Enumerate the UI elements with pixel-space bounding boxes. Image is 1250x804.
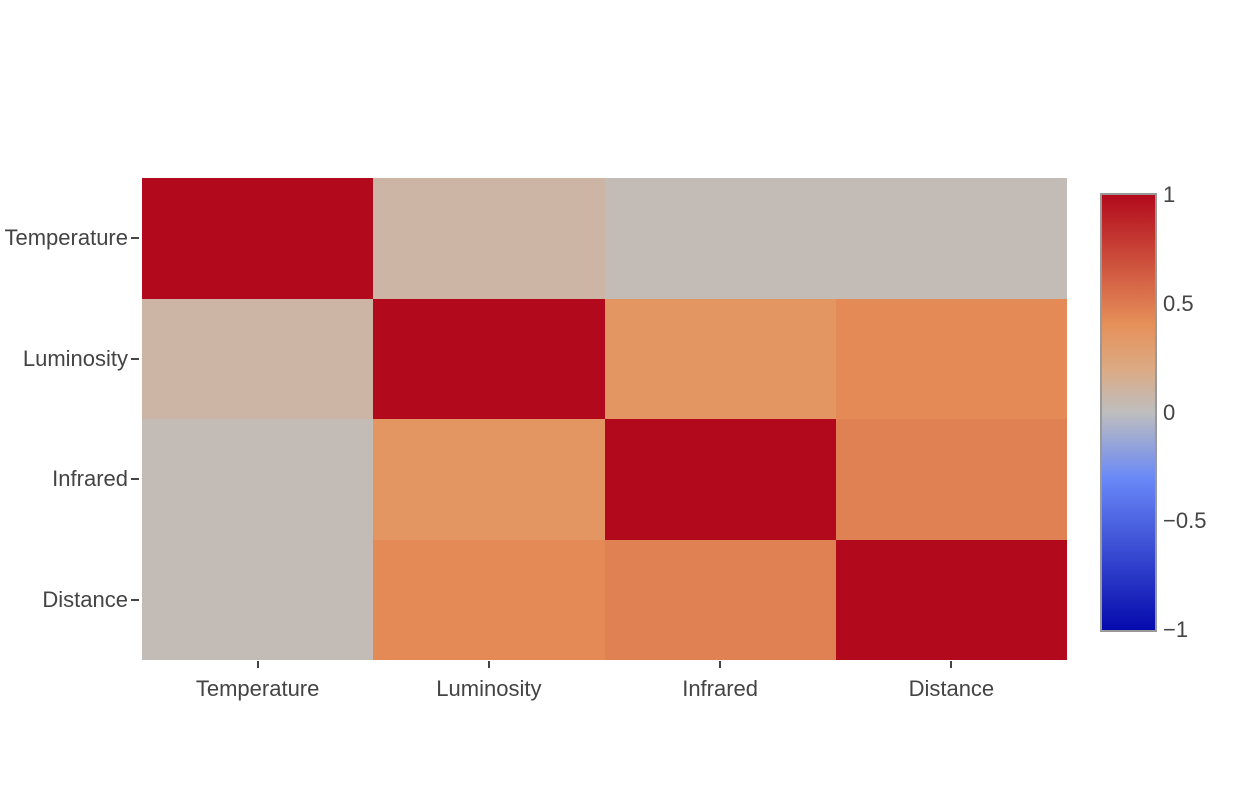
y-tick-mark (131, 478, 139, 481)
heatmap-cell[interactable] (604, 298, 836, 419)
x-axis-label: Infrared (682, 676, 759, 701)
heatmap-cell[interactable] (604, 419, 836, 540)
heatmap-cell[interactable] (373, 178, 605, 299)
heatmap-cell[interactable] (142, 178, 374, 299)
heatmap-cell[interactable] (604, 539, 836, 660)
x-axis-label: Luminosity (436, 676, 542, 701)
y-axis-label: Luminosity (22, 345, 128, 371)
x-tick-mark (487, 661, 490, 668)
heatmap-cell[interactable] (142, 298, 374, 419)
heatmap-cell[interactable] (835, 178, 1067, 299)
y-axis-label: Infrared (52, 466, 128, 492)
colorbar-tick-label: −0.5 (1163, 508, 1207, 534)
heatmap-cell[interactable] (604, 178, 836, 299)
heatmap-cell[interactable] (835, 539, 1067, 660)
y-axis-label: Distance (42, 586, 128, 612)
heatmap-cell[interactable] (373, 298, 605, 419)
x-axis-label: Temperature (195, 676, 320, 701)
heatmap-cell[interactable] (835, 419, 1067, 540)
heatmap-cell[interactable] (373, 419, 605, 540)
colorbar-tick-label: 0.5 (1163, 290, 1194, 316)
colorbar-tick-label: −1 (1163, 617, 1189, 642)
colorbar-tick-label: 1 (1163, 182, 1176, 207)
heatmap-cell[interactable] (835, 298, 1067, 419)
colorbar-tick-label: 0 (1163, 399, 1176, 425)
heatmap-cell[interactable] (142, 419, 374, 540)
x-axis-label: Distance (908, 676, 995, 701)
y-tick-mark (131, 237, 139, 240)
x-tick-mark (256, 661, 259, 668)
y-axis-label: Temperature (4, 225, 128, 251)
heatmap-plot-area (142, 178, 1067, 660)
heatmap-cell[interactable] (373, 539, 605, 660)
colorbar (1100, 193, 1157, 632)
x-tick-mark (719, 661, 722, 668)
y-tick-mark (131, 598, 139, 601)
y-tick-mark (131, 357, 139, 360)
x-tick-mark (950, 661, 953, 668)
heatmap-cell[interactable] (142, 539, 374, 660)
